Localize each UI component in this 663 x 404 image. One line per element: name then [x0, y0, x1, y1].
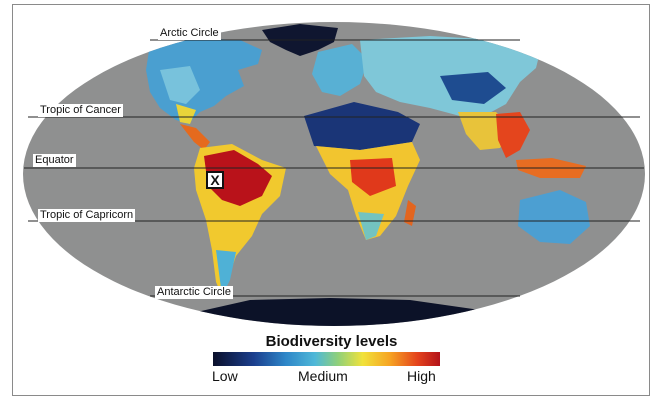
- north-africa: [304, 102, 420, 150]
- madagascar: [404, 200, 416, 226]
- south-america-south: [216, 250, 236, 296]
- tropic-of-capricorn-label: Tropic of Capricorn: [38, 209, 136, 222]
- north-america-south: [176, 104, 196, 124]
- legend-high: High: [407, 368, 436, 384]
- legend-color-bar: [213, 352, 440, 366]
- central-america: [180, 124, 210, 150]
- legend-medium: Medium: [298, 368, 348, 384]
- amazon: [204, 150, 272, 206]
- australia: [518, 190, 590, 244]
- europe: [312, 44, 368, 96]
- legend-low: Low: [212, 368, 238, 384]
- southeast-asia: [496, 112, 530, 158]
- north-america: [146, 38, 262, 124]
- legend-title: Biodiversity levels: [265, 333, 398, 350]
- antarctic-circle-label: Antarctic Circle: [155, 286, 233, 299]
- arctic-circle-label: Arctic Circle: [158, 27, 221, 40]
- central-asia: [440, 72, 506, 104]
- tropic-of-cancer-label: Tropic of Cancer: [38, 104, 123, 117]
- equator-label: Equator: [33, 154, 76, 167]
- north-america-west: [160, 66, 200, 104]
- southern-africa: [358, 212, 384, 240]
- location-marker: X: [206, 171, 224, 189]
